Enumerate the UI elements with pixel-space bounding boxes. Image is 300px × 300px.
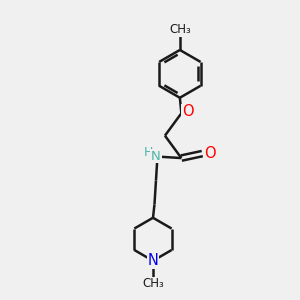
Text: N: N bbox=[151, 150, 161, 163]
Text: O: O bbox=[182, 104, 194, 119]
Text: CH₃: CH₃ bbox=[142, 277, 164, 290]
Text: N: N bbox=[148, 253, 158, 268]
Text: O: O bbox=[204, 146, 215, 161]
Text: CH₃: CH₃ bbox=[169, 23, 191, 36]
Text: H: H bbox=[144, 146, 153, 160]
